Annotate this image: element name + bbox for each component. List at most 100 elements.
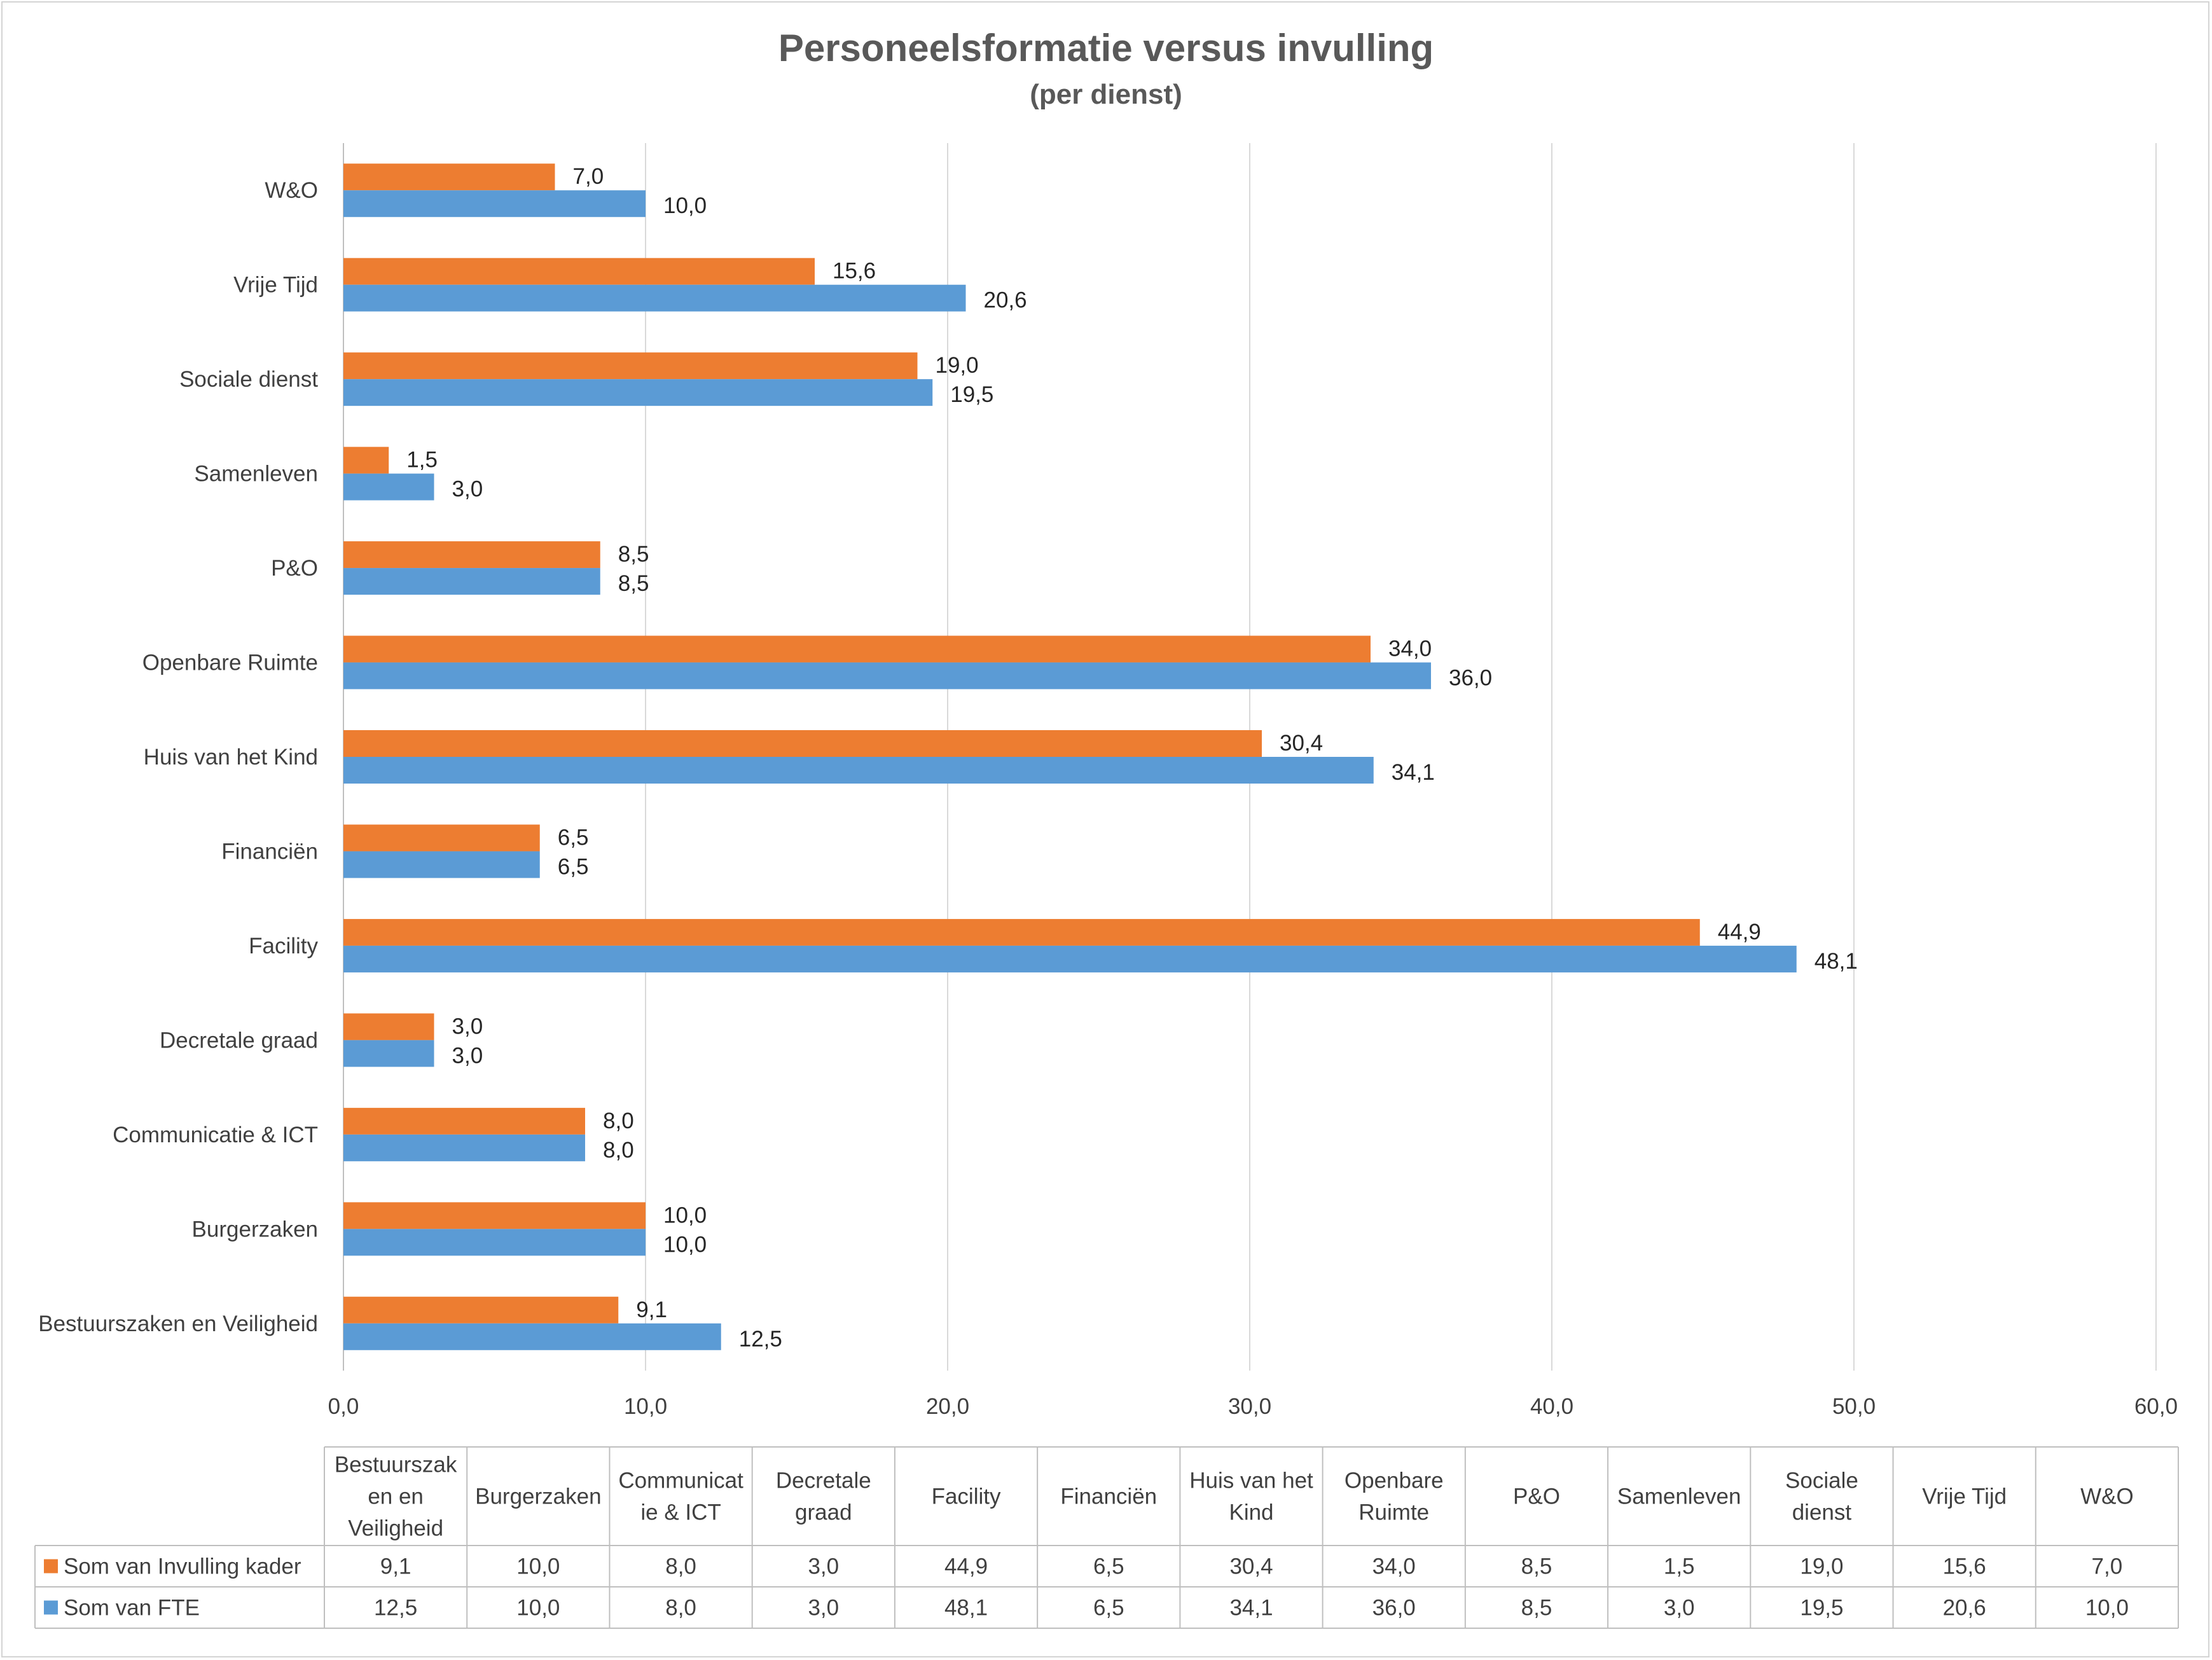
table-cell: 8,5: [1521, 1554, 1552, 1579]
table-cell: 34,0: [1372, 1554, 1416, 1579]
bar-fte: [343, 1040, 434, 1067]
table-header-text: W&O: [2080, 1484, 2134, 1509]
bar-fte: [343, 945, 1797, 972]
category-label: Samenleven: [194, 462, 318, 487]
data-label-fte: 10,0: [663, 1232, 707, 1257]
table-cell: 3,0: [1664, 1596, 1695, 1621]
data-label-invulling: 1,5: [406, 448, 438, 473]
bar-fte: [343, 757, 1374, 784]
table-header-text: en en: [368, 1484, 424, 1509]
data-label-fte: 3,0: [452, 1043, 483, 1068]
table-cell: 44,9: [944, 1554, 988, 1579]
bar-fte: [343, 662, 1431, 689]
x-tick-label: 20,0: [926, 1394, 969, 1419]
data-label-invulling: 15,6: [833, 259, 876, 284]
bar-fte: [343, 1134, 585, 1161]
table-cell: 20,6: [1943, 1596, 1986, 1621]
table-cell: 8,0: [665, 1554, 696, 1579]
table-header-text: Veiligheid: [348, 1516, 443, 1541]
data-label-fte: 36,0: [1449, 666, 1492, 691]
bar-invulling: [343, 635, 1371, 663]
bar-invulling: [343, 824, 540, 852]
data-label-fte: 8,0: [603, 1138, 634, 1163]
data-label-invulling: 10,0: [663, 1203, 707, 1228]
table-header-text: Financiën: [1060, 1484, 1157, 1509]
bar-fte: [343, 1229, 646, 1256]
table-cell: 7,0: [2092, 1554, 2123, 1579]
data-label-fte: 8,5: [618, 571, 649, 596]
data-label-fte: 6,5: [558, 854, 589, 879]
table-cell: 34,1: [1229, 1596, 1273, 1621]
table-cell: 15,6: [1943, 1554, 1986, 1579]
category-label: P&O: [271, 556, 318, 581]
bar-invulling: [343, 163, 555, 191]
bar-fte: [343, 473, 434, 501]
bar-invulling: [343, 1296, 619, 1324]
table-header-text: Vrije Tijd: [1922, 1484, 2007, 1509]
bar-fte: [343, 568, 600, 595]
table-cell: 30,4: [1229, 1554, 1273, 1579]
chart-title: Personeelsformatie versus invulling: [778, 27, 1434, 69]
bar-invulling: [343, 1202, 646, 1229]
table-header-text: graad: [795, 1500, 852, 1525]
table-cell: 6,5: [1093, 1554, 1124, 1579]
table-cell: 8,5: [1521, 1596, 1552, 1621]
data-label-invulling: 8,5: [618, 542, 649, 567]
legend-label: Som van FTE: [64, 1596, 200, 1621]
legend-key: [44, 1559, 58, 1574]
category-label: Openbare Ruimte: [142, 651, 318, 675]
table-cell: 48,1: [944, 1596, 988, 1621]
x-tick-label: 60,0: [2134, 1394, 2178, 1419]
data-label-fte: 3,0: [452, 477, 483, 502]
legend-label: Som van Invulling kader: [64, 1554, 301, 1579]
category-label: Decretale graad: [160, 1028, 318, 1053]
table-header-text: Samenleven: [1617, 1484, 1741, 1509]
data-label-fte: 10,0: [663, 193, 707, 218]
category-label: Financiën: [221, 839, 318, 864]
data-label-invulling: 34,0: [1388, 637, 1432, 661]
bar-invulling: [343, 541, 600, 569]
bar-invulling: [343, 730, 1262, 757]
bar-fte: [343, 379, 933, 406]
table-cell: 3,0: [808, 1596, 839, 1621]
table-cell: 10,0: [2085, 1596, 2129, 1621]
category-label: Sociale dienst: [179, 367, 318, 392]
bar-invulling: [343, 1107, 585, 1135]
data-label-fte: 34,1: [1392, 760, 1435, 785]
x-tick-label: 0,0: [328, 1394, 359, 1419]
table-header-text: Ruimte: [1358, 1500, 1429, 1525]
x-tick-label: 50,0: [1832, 1394, 1876, 1419]
data-label-invulling: 3,0: [452, 1014, 483, 1039]
data-label-invulling: 19,0: [936, 353, 979, 378]
bar-invulling: [343, 446, 389, 474]
table-cell: 6,5: [1093, 1596, 1124, 1621]
table-cell: 10,0: [516, 1596, 560, 1621]
data-label-invulling: 44,9: [1718, 920, 1761, 944]
x-tick-label: 30,0: [1228, 1394, 1271, 1419]
x-tick-label: 40,0: [1530, 1394, 1573, 1419]
table-header-text: Facility: [932, 1484, 1001, 1509]
bar-invulling: [343, 1013, 434, 1041]
data-label-invulling: 8,0: [603, 1109, 634, 1133]
category-label: Burgerzaken: [192, 1217, 318, 1242]
data-label-fte: 12,5: [739, 1327, 782, 1352]
table-header-text: Bestuurszak: [335, 1453, 457, 1477]
table-cell: 3,0: [808, 1554, 839, 1579]
data-label-fte: 19,5: [950, 382, 993, 407]
data-label-invulling: 7,0: [573, 164, 604, 189]
category-label: Communicatie & ICT: [113, 1123, 318, 1147]
category-label: Vrije Tijd: [233, 273, 318, 298]
bar-fte: [343, 1323, 721, 1350]
table-cell: 12,5: [374, 1596, 417, 1621]
table-header-text: P&O: [1513, 1484, 1560, 1509]
table-header-text: dienst: [1792, 1500, 1852, 1525]
data-label-invulling: 6,5: [558, 825, 589, 850]
bar-invulling: [343, 918, 1700, 946]
table-cell: 10,0: [516, 1554, 560, 1579]
table-header-text: Openbare: [1344, 1469, 1444, 1493]
bar-fte: [343, 284, 966, 312]
bar-invulling: [343, 352, 918, 380]
table-header-text: Sociale: [1785, 1469, 1858, 1493]
category-label: Huis van het Kind: [144, 745, 318, 770]
